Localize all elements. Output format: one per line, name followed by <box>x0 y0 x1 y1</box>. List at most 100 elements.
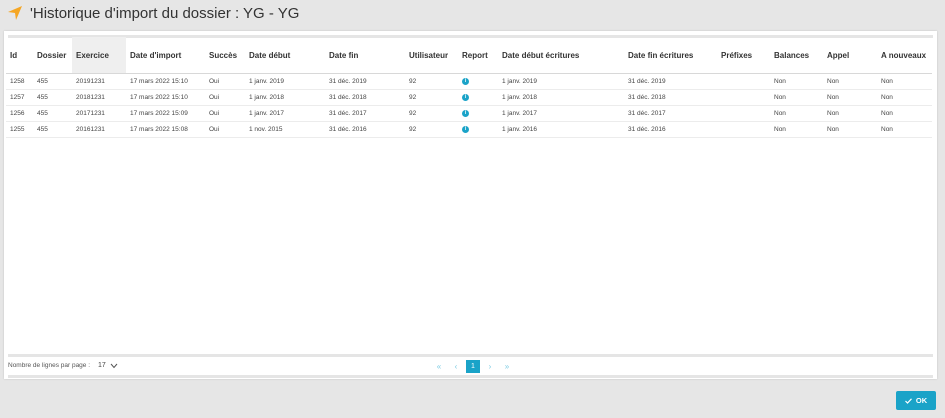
rows-per-page-label: Nombre de lignes par page : <box>8 362 91 369</box>
table-row[interactable]: 1257 455 20181231 17 mars 2022 15:10 Oui 1 ja… <box>6 89 932 106</box>
top-divider <box>8 35 933 38</box>
last-page-button[interactable]: » <box>504 362 510 371</box>
table-cell: 455 <box>33 105 72 122</box>
table-cell: 31 déc. 2019 <box>624 73 717 90</box>
table-cell: 1258 <box>6 73 33 90</box>
ok-button[interactable]: OK <box>896 391 936 410</box>
column-header[interactable]: Dossier <box>33 37 72 74</box>
bottom-divider <box>8 354 933 357</box>
table-cell: Non <box>823 105 877 122</box>
column-header[interactable]: Id <box>6 37 33 74</box>
next-page-button[interactable]: › <box>488 362 492 371</box>
table-cell: 31 déc. 2019 <box>325 73 405 90</box>
column-header[interactable]: Succès <box>205 37 245 74</box>
table-header-row: Id Dossier Exercice Date d'import Succès Date… <box>6 37 932 74</box>
ok-label: OK <box>915 396 928 405</box>
info-icon[interactable]: i <box>462 93 469 101</box>
report-cell: i <box>458 73 498 90</box>
rows-per-page-select[interactable]: 17 <box>98 362 106 369</box>
table-row[interactable]: 1256 455 20171231 17 mars 2022 15:09 Oui 1 ja… <box>6 105 932 122</box>
report-cell: i <box>458 105 498 122</box>
column-header[interactable]: Date fin écritures <box>624 37 717 74</box>
column-header[interactable]: Appel <box>823 37 877 74</box>
table-cell: 31 déc. 2018 <box>624 89 717 106</box>
report-cell: i <box>458 89 498 106</box>
table-cell <box>717 105 770 122</box>
table-cell: Non <box>770 121 823 138</box>
table-cell: 92 <box>405 121 458 138</box>
table-cell: 92 <box>405 89 458 106</box>
table-cell <box>717 121 770 138</box>
column-header[interactable]: Date d'import <box>126 37 205 74</box>
navigation-arrow-icon <box>8 6 22 20</box>
table-cell: 20171231 <box>72 105 126 122</box>
table-cell: 17 mars 2022 15:08 <box>126 121 205 138</box>
table-cell: Oui <box>205 105 245 122</box>
table-cell <box>717 73 770 90</box>
column-header[interactable]: Report <box>458 37 498 74</box>
column-header[interactable]: Date début écritures <box>498 37 624 74</box>
table-cell: Non <box>770 105 823 122</box>
table-cell: 1 janv. 2019 <box>498 73 624 90</box>
table-cell: 1257 <box>6 89 33 106</box>
table-cell: Non <box>877 73 932 90</box>
pagination: « ‹ 1 › » <box>432 360 517 373</box>
table-cell: Non <box>877 105 932 122</box>
column-header[interactable]: A nouveaux <box>877 37 932 74</box>
table-row[interactable]: 1258 455 20191231 17 mars 2022 15:10 Oui 1 ja… <box>6 73 932 90</box>
info-icon[interactable]: i <box>462 109 469 117</box>
column-header[interactable]: Date début <box>245 37 325 74</box>
table-cell: Non <box>770 89 823 106</box>
column-header[interactable]: Utilisateur <box>405 37 458 74</box>
column-header[interactable]: Balances <box>770 37 823 74</box>
table-cell: 1 janv. 2017 <box>498 105 624 122</box>
report-cell: i <box>458 121 498 138</box>
table-cell: Non <box>877 121 932 138</box>
table-cell: Non <box>877 89 932 106</box>
table-cell: 31 déc. 2018 <box>325 89 405 106</box>
rows-per-page: Nombre de lignes par page : 17 <box>8 362 118 369</box>
table-cell: 455 <box>33 73 72 90</box>
table-cell: 455 <box>33 89 72 106</box>
table-cell: 92 <box>405 105 458 122</box>
table-cell: Non <box>770 73 823 90</box>
table-cell: Non <box>823 89 877 106</box>
current-page-button[interactable]: 1 <box>466 360 480 373</box>
info-icon[interactable]: i <box>462 77 469 85</box>
table-cell: 31 déc. 2017 <box>624 105 717 122</box>
table-cell: 20191231 <box>72 73 126 90</box>
table-cell: 1 janv. 2018 <box>245 89 325 106</box>
table-cell: 1255 <box>6 121 33 138</box>
dialog-header: 'Historique d'import du dossier : YG - Y… <box>0 0 945 28</box>
table-body: 1258 455 20191231 17 mars 2022 15:10 Oui 1 ja… <box>6 73 932 138</box>
table-cell: Non <box>823 73 877 90</box>
table-cell <box>717 89 770 106</box>
table-cell: 17 mars 2022 15:10 <box>126 73 205 90</box>
table-cell: 20161231 <box>72 121 126 138</box>
chevron-down-icon[interactable] <box>110 363 118 369</box>
table-cell: 1 nov. 2015 <box>245 121 325 138</box>
column-header[interactable]: Date fin <box>325 37 405 74</box>
table-row[interactable]: 1255 455 20161231 17 mars 2022 15:08 Oui 1 no… <box>6 121 932 138</box>
table-cell: 31 déc. 2016 <box>325 121 405 138</box>
column-header[interactable]: Exercice <box>72 37 126 74</box>
table-cell: 1 janv. 2017 <box>245 105 325 122</box>
table-cell: Oui <box>205 89 245 106</box>
column-header[interactable]: Préfixes <box>717 37 770 74</box>
table-cell: 31 déc. 2017 <box>325 105 405 122</box>
table-cell: 1 janv. 2019 <box>245 73 325 90</box>
import-history-table: Id Dossier Exercice Date d'import Succès Date… <box>6 37 932 138</box>
table-cell: 92 <box>405 73 458 90</box>
table-cell: 17 mars 2022 15:09 <box>126 105 205 122</box>
prev-page-button[interactable]: ‹ <box>454 362 458 371</box>
check-icon <box>904 397 912 404</box>
info-icon[interactable]: i <box>462 125 469 133</box>
table-cell: Oui <box>205 121 245 138</box>
table-cell: 17 mars 2022 15:10 <box>126 89 205 106</box>
footer-divider <box>8 375 933 378</box>
table-cell: Non <box>823 121 877 138</box>
table-cell: 1 janv. 2018 <box>498 89 624 106</box>
first-page-button[interactable]: « <box>436 362 442 371</box>
table-cell: 20181231 <box>72 89 126 106</box>
table-cell: 1 janv. 2016 <box>498 121 624 138</box>
